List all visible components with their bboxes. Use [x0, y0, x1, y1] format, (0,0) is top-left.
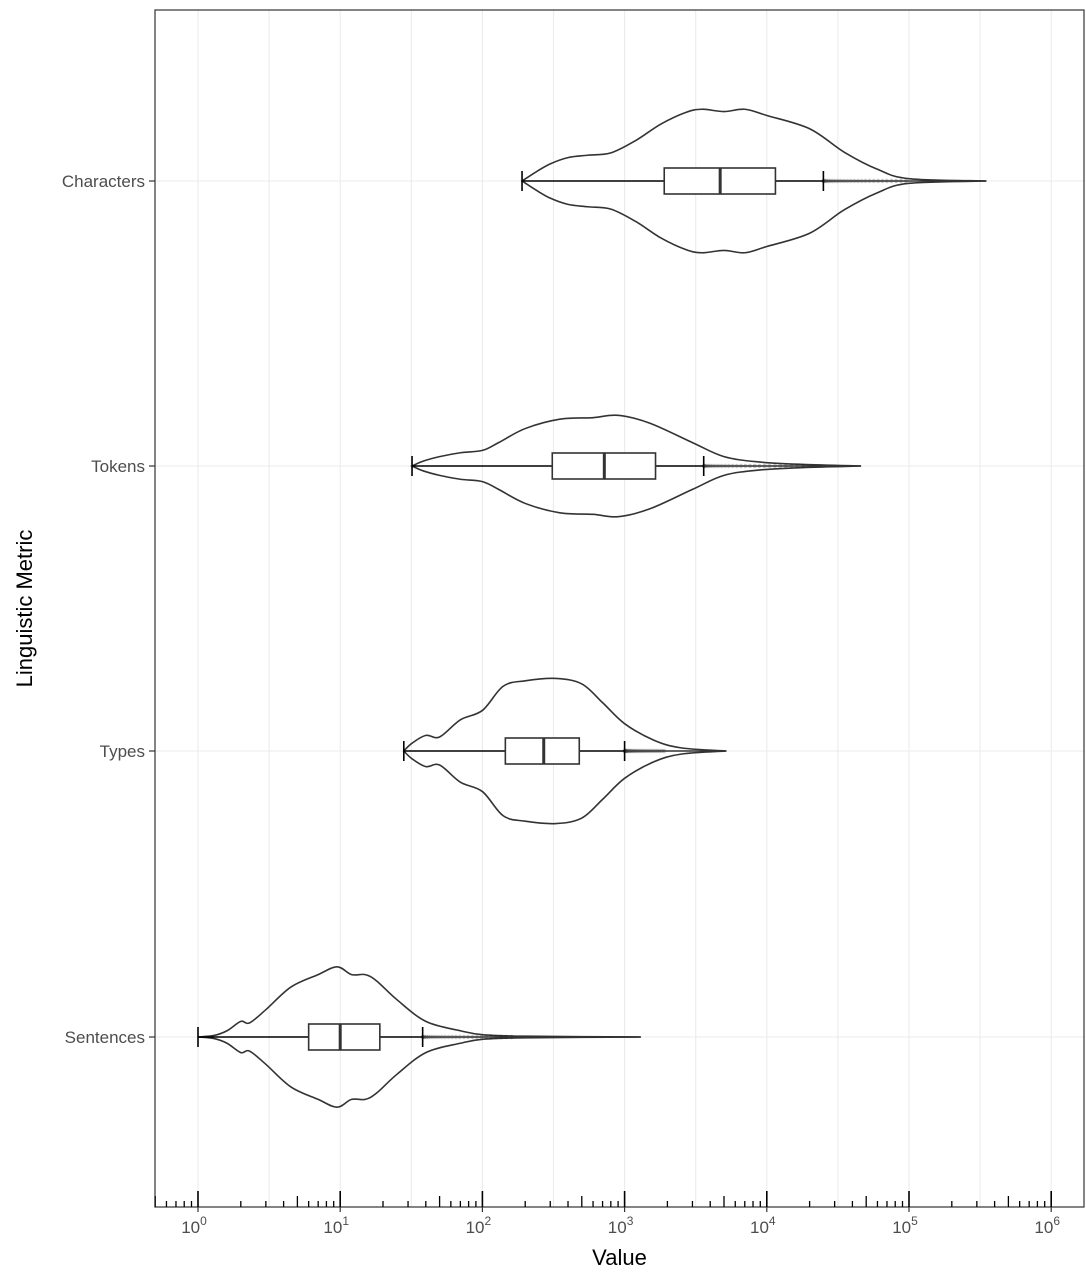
y-tick-label: Types — [100, 742, 145, 761]
x-tick-label: 102 — [466, 1214, 492, 1237]
violin-types — [402, 677, 727, 825]
box-sentences — [307, 1023, 381, 1051]
x-tick-label: 103 — [608, 1214, 634, 1237]
y-tick-label: Tokens — [91, 457, 145, 476]
x-tick-label: 100 — [181, 1214, 207, 1237]
x-tick-label: 105 — [892, 1214, 918, 1237]
panel-border — [154, 9, 1085, 1208]
axis-layer: Sentences Types Tokens Characters 100 101 102 1… — [62, 172, 1060, 1237]
x-tick-label: 101 — [323, 1214, 349, 1237]
violin-sentences — [197, 965, 641, 1109]
box-layer — [197, 167, 987, 1051]
x-tick-label: 104 — [750, 1214, 776, 1237]
y-tick-label: Sentences — [65, 1028, 145, 1047]
y-tick-label: Characters — [62, 172, 145, 191]
x-axis-title: Value — [592, 1245, 647, 1270]
y-axis-title: Linguistic Metric — [12, 530, 37, 688]
x-tick-label: 106 — [1034, 1214, 1060, 1237]
